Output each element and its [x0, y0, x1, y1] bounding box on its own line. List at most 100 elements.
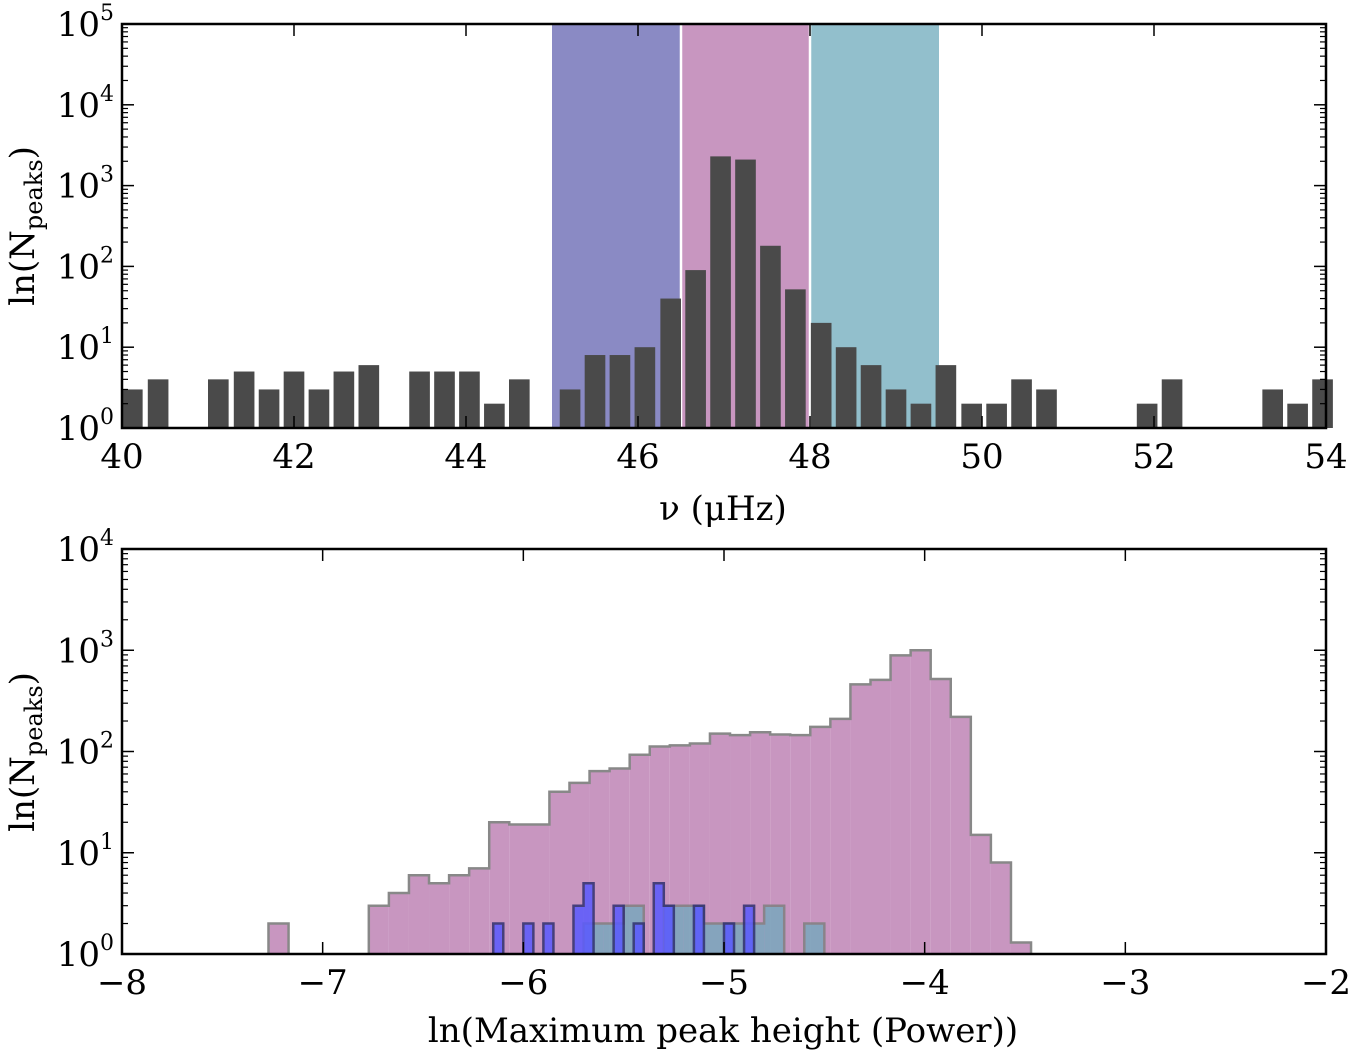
frequency-bar: [1161, 379, 1183, 428]
pink-bin: [449, 875, 470, 954]
pink-bin: [689, 743, 710, 954]
pink-bin: [770, 734, 791, 954]
frequency-bar: [961, 403, 982, 428]
pink-bin: [850, 684, 871, 954]
frequency-bar: [283, 371, 305, 428]
blue-bin: [724, 923, 735, 954]
frequency-bar: [509, 379, 530, 428]
top-frequency-bars: [122, 156, 1333, 429]
bottom-x-axis-label: ln(Maximum peak height (Power)): [428, 1011, 1018, 1051]
frequency-bar: [685, 270, 706, 428]
frequency-bar: [308, 389, 330, 428]
frequency-bar: [258, 389, 280, 428]
frequency-bar: [935, 365, 957, 428]
frequency-bar: [986, 403, 1007, 428]
y-tick-label: 103: [57, 627, 114, 671]
teal-bin: [703, 923, 724, 954]
x-tick-label: 54: [1304, 437, 1347, 477]
frequency-bar: [233, 371, 255, 428]
top-plot-frame: [120, 22, 1328, 430]
frequency-bar: [1136, 403, 1158, 428]
frequency-bar: [409, 371, 430, 428]
frequency-bar: [559, 389, 581, 428]
frequency-bar: [710, 156, 731, 429]
x-tick-label: −2: [1301, 963, 1350, 1003]
pink-bin: [970, 834, 991, 954]
frequency-bar: [910, 403, 932, 428]
x-tick-label: 44: [444, 437, 487, 477]
pink-bin: [388, 893, 409, 954]
frequency-bar: [333, 371, 355, 428]
x-tick-label: −8: [97, 963, 147, 1003]
pink-bin: [910, 650, 931, 954]
frequency-bar: [358, 365, 380, 428]
frequency-bar: [459, 371, 480, 428]
bottom-x-axis-label-text: ln(Maximum peak height (Power)): [428, 1011, 1018, 1051]
frequency-bar: [860, 365, 882, 428]
y-tick-label: 105: [57, 1, 114, 45]
teal-bin: [804, 923, 825, 954]
pink-bin: [930, 679, 951, 954]
pink-bin: [489, 822, 510, 954]
y-tick-label: 104: [57, 82, 114, 126]
top-y-axis-label: ln(Npeaks): [3, 146, 48, 306]
bottom-y-tick-labels: 100 101 102 103 104: [57, 526, 114, 975]
y-tick-label: 100: [57, 931, 114, 975]
pink-bin: [549, 791, 570, 954]
bottom-histogram-panel: −8 −7 −6 −5 −4 −3 −2 100 101 102 103 104 ln(Maximu…: [3, 526, 1350, 1051]
frequency-bar: [122, 389, 143, 428]
frequency-bar: [785, 289, 806, 428]
bottom-x-tick-labels: −8 −7 −6 −5 −4 −3 −2: [97, 963, 1350, 1003]
frequency-bar: [735, 159, 756, 428]
frequency-bar: [1262, 389, 1283, 428]
y-tick-label: 104: [57, 526, 114, 570]
pink-bin: [810, 726, 831, 954]
pink-bin: [469, 868, 490, 954]
pink-bin: [429, 883, 450, 954]
pink-bin: [730, 735, 751, 954]
pink-bin: [870, 679, 891, 954]
pink-bin: [1010, 942, 1032, 954]
top-x-tick-labels: 40 42 44 46 48 50 52 54: [100, 437, 1347, 477]
blue-bin: [744, 905, 755, 954]
teal-bin: [764, 905, 785, 954]
frequency-bar: [584, 355, 606, 428]
bottom-y-axis-label: ln(Npeaks): [3, 672, 48, 832]
blue-bin: [613, 905, 624, 954]
x-tick-label: −5: [699, 963, 749, 1003]
pink-bin: [950, 716, 971, 954]
frequency-bar: [484, 403, 505, 428]
pink-bin: [750, 732, 771, 954]
blue-bin: [693, 905, 704, 954]
x-tick-label: −4: [900, 963, 950, 1003]
x-tick-label: 42: [272, 437, 315, 477]
frequency-bar: [1287, 403, 1308, 428]
pink-bin: [890, 655, 911, 954]
frequency-bar: [1036, 389, 1057, 428]
pink-bin: [830, 718, 851, 954]
bottom-plot-frame: [120, 547, 1328, 956]
pink-bin: [268, 923, 289, 954]
pink-bin: [368, 905, 389, 954]
top-histogram-panel: 40 42 44 46 48 50 52 54 100 101 102 103 104 105 ν (μ…: [3, 1, 1348, 529]
frequency-bar: [835, 347, 857, 428]
y-tick-label: 101: [57, 830, 114, 874]
blue-bin: [653, 883, 664, 954]
pink-bin: [669, 745, 690, 954]
top-x-axis-label-text: ν (μHz): [659, 489, 787, 529]
pink-bin: [408, 875, 430, 954]
x-tick-label: 46: [616, 437, 659, 477]
pink-bin: [629, 754, 650, 954]
frequency-bar: [660, 298, 681, 428]
blue-bin: [493, 923, 504, 954]
frequency-bar: [147, 379, 169, 428]
x-tick-label: 50: [960, 437, 1003, 477]
blue-bin: [633, 923, 644, 954]
y-tick-label: 100: [57, 405, 114, 449]
frequency-bar: [208, 379, 229, 428]
frequency-bar: [434, 371, 455, 428]
pink-bin: [990, 862, 1011, 954]
x-tick-label: 40: [100, 437, 143, 477]
y-tick-label: 101: [57, 324, 114, 368]
